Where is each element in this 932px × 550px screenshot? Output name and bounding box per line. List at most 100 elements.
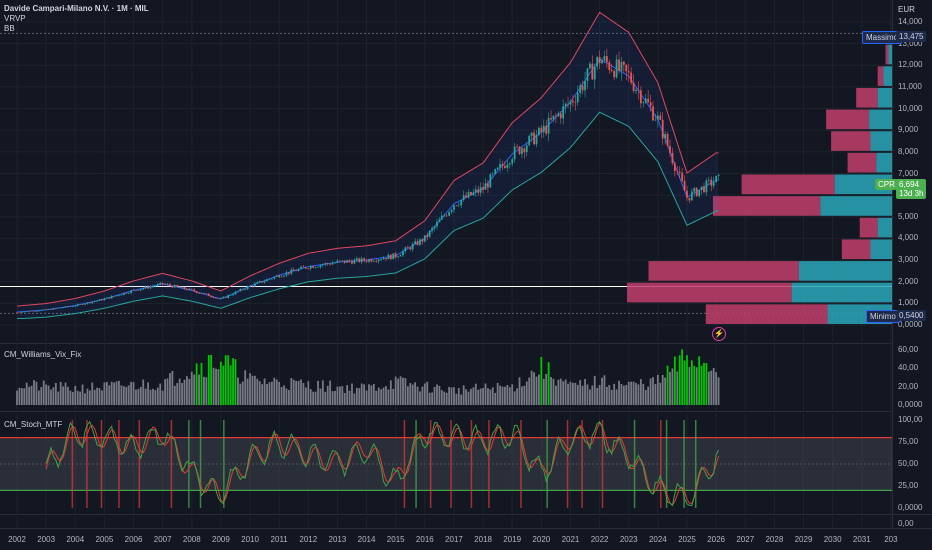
vix-bar [30, 385, 33, 405]
vix-bar [540, 356, 543, 405]
lightning-icon[interactable]: ⚡ [712, 327, 726, 341]
candle-body [334, 262, 336, 264]
candle-body [348, 260, 351, 262]
candle-body [671, 152, 674, 164]
vix-bar [45, 384, 48, 405]
vix-bar [392, 388, 395, 405]
candle-body [703, 186, 705, 193]
candle-body [574, 102, 577, 103]
time-axis-label: 2010 [241, 535, 259, 544]
candle-body [423, 235, 426, 242]
vrvp-bar-up [798, 261, 892, 281]
candle-body [195, 291, 198, 293]
vix-bar [113, 382, 115, 405]
vix-bar [707, 371, 710, 405]
candle-body [144, 286, 147, 289]
vix-bar [363, 384, 366, 405]
candle-body [69, 306, 72, 307]
candle-body [239, 289, 242, 292]
candle-body [547, 117, 550, 134]
vix-bar [33, 380, 35, 405]
vrvp-bar-up [870, 131, 892, 151]
candle-body [644, 98, 647, 103]
vix-bar [62, 386, 65, 405]
vix-bar [487, 388, 489, 405]
time-axis-label: 2022 [590, 535, 609, 544]
vix-bar [382, 387, 385, 405]
candle-body [462, 195, 465, 200]
candle-body [382, 258, 385, 260]
symbol-title[interactable]: Davide Campari-Milano N.V. · 1M · MIL [4, 4, 149, 13]
vix-bar [108, 385, 111, 405]
candle-body [355, 258, 358, 260]
candle-body [253, 283, 256, 287]
candle-body [278, 275, 281, 278]
candle-body [387, 254, 390, 260]
candle-body [414, 241, 417, 245]
vix-bar [166, 378, 169, 405]
vix-bar [251, 375, 254, 405]
vix-bar [227, 355, 230, 405]
candle-body [16, 312, 18, 313]
vrvp-bar-down [712, 196, 821, 216]
candle-body [142, 288, 145, 290]
vix-bar [406, 386, 409, 405]
vix-bar [142, 379, 145, 405]
vix-bar [18, 387, 21, 405]
vrvp-bar-down [859, 217, 878, 238]
vix-bar [268, 382, 271, 405]
vrvp-bar-down [741, 174, 835, 195]
vrvp-bar-up [888, 44, 892, 65]
candle-body [467, 192, 470, 198]
time-axis-label: 203 [884, 535, 898, 544]
vix-bar [368, 384, 370, 405]
stoch-pane-title[interactable]: CM_Stoch_MTF [4, 420, 63, 429]
vrvp-bar-up [870, 239, 892, 260]
candle-body [683, 180, 686, 191]
vix-bar [309, 389, 312, 405]
vix-bar [656, 374, 659, 405]
vix-bar [535, 376, 538, 405]
vix-bar [40, 386, 43, 405]
indicator-vrvp[interactable]: VRVP [4, 14, 26, 23]
candle-body [365, 260, 368, 262]
vix-bar [79, 391, 82, 405]
candle-body [649, 102, 652, 107]
candle-body [314, 267, 317, 268]
candle-body [533, 132, 535, 145]
time-axis-label: 2015 [386, 535, 405, 544]
vix-bar [207, 355, 210, 405]
cpr-price: 6,694 [899, 180, 920, 189]
indicator-bb[interactable]: BB [4, 24, 15, 33]
vix-bar [188, 378, 191, 405]
vix-bar [416, 386, 419, 405]
currency-label[interactable]: EUR [898, 5, 915, 14]
vix-bar [557, 379, 560, 405]
vix-bar [47, 385, 50, 405]
vix-bar [317, 380, 319, 405]
candle-body [40, 310, 43, 311]
vix-bar [579, 380, 582, 405]
candle-body [363, 258, 366, 261]
vix-bar [198, 374, 200, 405]
vix-bar [470, 388, 472, 405]
candle-body [98, 299, 101, 301]
candle-body [256, 282, 259, 284]
vix-bar [16, 390, 18, 405]
candle-body [496, 167, 499, 170]
vix-bar [275, 379, 278, 405]
candle-body [516, 146, 518, 148]
vix-bar [518, 377, 521, 405]
vrvp-bar-down [841, 239, 871, 260]
vix-bar [215, 368, 217, 405]
cpr-value-tag: 6,694 13d 3h [896, 179, 927, 199]
candle-body [290, 269, 293, 274]
vix-bar [552, 378, 555, 405]
vix-pane-title[interactable]: CM_Williams_Vix_Fix [4, 350, 82, 359]
candle-body [584, 81, 586, 91]
vix-bar [319, 388, 322, 405]
stoch-axis-label: 75,00 [898, 437, 919, 446]
candle-body [190, 288, 193, 290]
price-axis-label: 3,000 [898, 255, 919, 265]
